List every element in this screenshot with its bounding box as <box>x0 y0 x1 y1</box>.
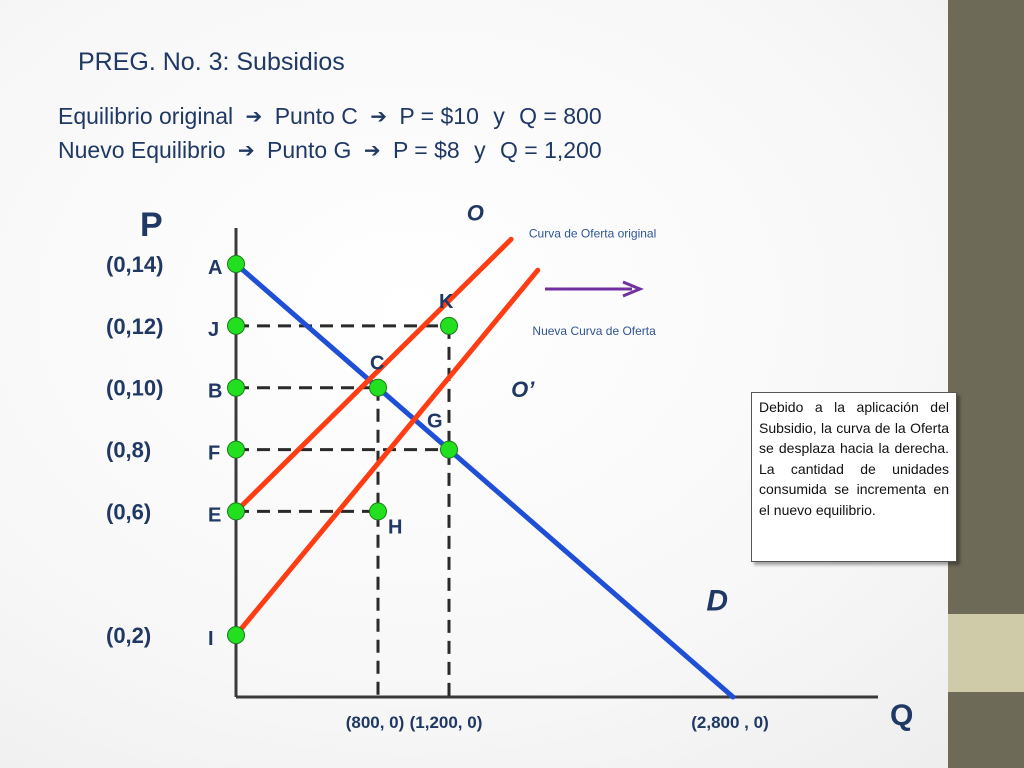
price-label-2: (0,10) <box>106 376 163 401</box>
price-label-5: (0,2) <box>106 623 151 648</box>
point-a <box>227 255 245 273</box>
price-label-1: (0,12) <box>106 314 163 339</box>
shift-arrowhead-icon <box>622 280 644 298</box>
supply-curve-original <box>233 236 514 514</box>
right-arrow-icon: ➔ <box>237 140 255 162</box>
demand-curve <box>233 261 736 700</box>
eq-original-qty: Q = 800 <box>519 103 602 129</box>
point-h <box>369 502 387 521</box>
right-arrow-icon: ➔ <box>370 106 387 128</box>
point-label-i: I <box>208 628 214 650</box>
slide-title: PREG. No. 3: Subsidios <box>78 48 345 76</box>
point-label-h: H <box>388 516 402 538</box>
qty-label-1: (1,200, 0) <box>410 713 483 732</box>
point-label-j: J <box>208 319 219 341</box>
point-j <box>227 316 245 335</box>
point-label-b: B <box>208 381 222 403</box>
right-arrow-icon: ➔ <box>363 140 381 162</box>
eq-original-label: Equilibrio original <box>58 103 234 129</box>
note-original-supply: Curva de Oferta original <box>529 227 656 241</box>
point-label-c: C <box>370 353 384 375</box>
point-label-g: G <box>427 411 443 433</box>
eq-new-qty: Q = 1,200 <box>499 137 602 163</box>
y-axis-label: P <box>140 206 163 244</box>
point-e <box>227 502 245 521</box>
eq-original-price: P = $10 <box>399 103 479 129</box>
eq-original-point: Punto C <box>274 103 358 129</box>
eq-original-conj: y <box>493 103 505 129</box>
supply-curve-original-label: O <box>467 201 484 226</box>
supply-curve-new <box>233 267 541 638</box>
right-arrow-icon: ➔ <box>245 106 263 128</box>
sidebar-accent <box>948 614 1024 692</box>
price-label-0: (0,14) <box>106 252 163 277</box>
price-label-3: (0,8) <box>106 438 151 463</box>
point-label-k: K <box>439 291 454 313</box>
point-label-f: F <box>208 443 220 465</box>
eq-new-label: Nuevo Equilibrio <box>58 137 226 163</box>
eq-new-price: P = $8 <box>392 137 460 163</box>
point-f <box>227 440 245 459</box>
equilibrium-original-line: Equilibrio original ➔ Punto C ➔ P = $10 … <box>58 103 602 130</box>
price-label-4: (0,6) <box>106 499 151 524</box>
note-new-supply: Nueva Curva de Oferta <box>532 324 656 338</box>
subsidy-note-box: Debido a la aplicación del Subsidio, la … <box>751 392 957 562</box>
supply-curve-new-label: O’ <box>511 377 535 402</box>
qty-label-0: (800, 0) <box>346 713 405 732</box>
point-i <box>227 626 245 645</box>
eq-new-conj: y <box>474 137 486 163</box>
point-g <box>440 440 458 459</box>
x-axis-label: Q <box>890 699 913 732</box>
demand-curve-label: D <box>706 584 728 617</box>
equilibrium-new-line: Nuevo Equilibrio ➔ Punto G ➔ P = $8 y Q … <box>58 137 602 164</box>
point-k <box>440 316 458 335</box>
point-label-e: E <box>208 504 221 526</box>
qty-label-2: (2,800 , 0) <box>691 713 769 732</box>
eq-new-point: Punto G <box>267 137 352 163</box>
point-b <box>227 378 245 397</box>
point-c <box>369 378 387 397</box>
point-label-a: A <box>208 257 222 279</box>
